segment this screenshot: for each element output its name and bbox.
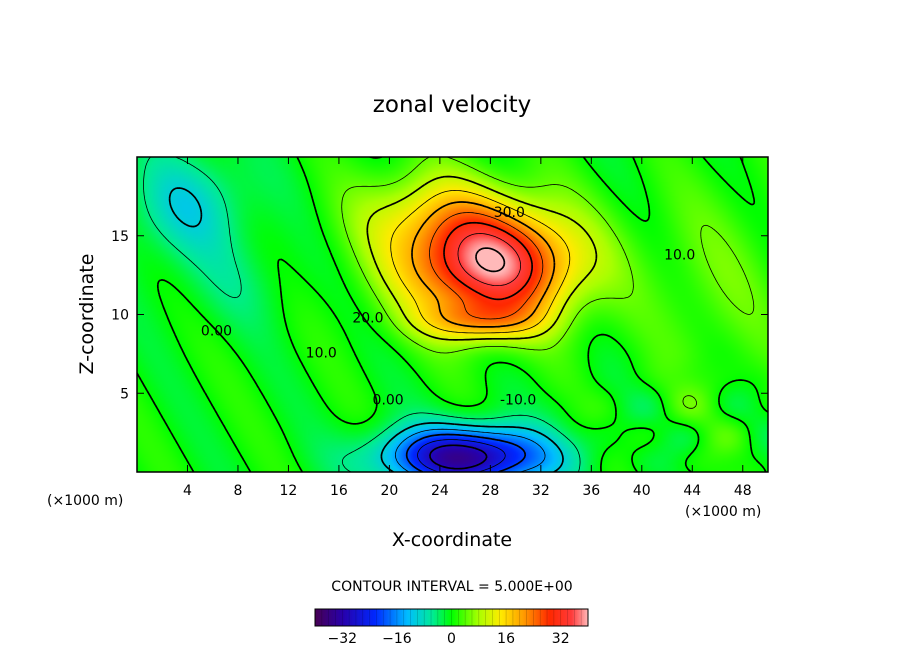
contour-label: -10.0 <box>500 393 536 409</box>
contour-level <box>411 201 556 328</box>
contour-level <box>405 433 527 472</box>
plot-area: 30.0 20.0 10.0 10.0 0.00 0.00 -10.0 <box>136 156 769 473</box>
contour-lines <box>137 157 768 472</box>
contour-level <box>390 190 571 334</box>
colorbar-gradient <box>315 609 588 626</box>
contour-level <box>457 233 521 286</box>
x-unit-right: (×1000 m) <box>685 504 761 520</box>
contour-level <box>137 157 768 472</box>
colorbar-tick-label: −32 <box>328 631 358 647</box>
contour-labels: 30.0 20.0 10.0 10.0 0.00 0.00 -10.0 <box>201 205 695 408</box>
contour-label: 30.0 <box>494 205 525 221</box>
y-axis-label: Z-coordinate <box>76 254 98 375</box>
contour-level <box>429 444 488 470</box>
x-axis-ticks: 4 8 12 16 20 24 28 32 36 40 44 48 <box>183 157 752 499</box>
y-tick-label: 5 <box>120 386 129 402</box>
contour-level <box>168 187 564 472</box>
x-tick-label: 28 <box>481 483 499 499</box>
x-tick-label: 40 <box>633 483 651 499</box>
y-axis-ticks: 5 10 15 <box>111 229 768 402</box>
colorbar: −32 −16 0 16 32 <box>314 608 589 647</box>
colorbar-tick-label: −16 <box>382 631 412 647</box>
x-tick-label: 36 <box>582 483 600 499</box>
x-tick-label: 16 <box>330 483 348 499</box>
contour-label: 0.00 <box>373 393 404 409</box>
x-tick-label: 44 <box>683 483 701 499</box>
contour-level <box>443 221 533 301</box>
contour-level <box>143 157 581 472</box>
contour-level <box>341 157 755 409</box>
x-tick-label: 24 <box>431 483 449 499</box>
colorbar-ticks: −32 −16 0 16 32 <box>328 631 570 647</box>
colorbar-frame <box>314 608 589 627</box>
y-tick-label: 10 <box>111 308 129 324</box>
colorbar-divisions <box>321 609 582 626</box>
contour-label: 10.0 <box>664 248 695 264</box>
colorbar-tick-label: 32 <box>552 631 570 647</box>
x-tick-label: 32 <box>532 483 550 499</box>
x-tick-label: 8 <box>233 483 242 499</box>
contour-level <box>366 175 598 341</box>
contour-label: 20.0 <box>352 311 383 327</box>
contour-label: 10.0 <box>306 345 337 361</box>
x-tick-label: 48 <box>734 483 752 499</box>
x-unit-left: (×1000 m) <box>47 493 123 509</box>
x-tick-label: 12 <box>280 483 298 499</box>
x-tick-label: 20 <box>380 483 398 499</box>
velocity-field <box>137 157 768 472</box>
x-axis-label: X-coordinate <box>392 529 512 551</box>
contour-level <box>429 212 544 320</box>
contour-interval: CONTOUR INTERVAL = 5.000E+00 <box>331 579 572 595</box>
chart-title: zonal velocity <box>373 92 531 118</box>
colorbar-tick-label: 16 <box>497 631 515 647</box>
y-tick-label: 15 <box>111 229 129 245</box>
contour-level <box>417 439 506 472</box>
contour-level <box>395 428 546 472</box>
contour-label: 0.00 <box>201 323 232 339</box>
contour-level <box>475 247 506 273</box>
colorbar-tick-label: 0 <box>447 631 456 647</box>
x-tick-label: 4 <box>183 483 192 499</box>
